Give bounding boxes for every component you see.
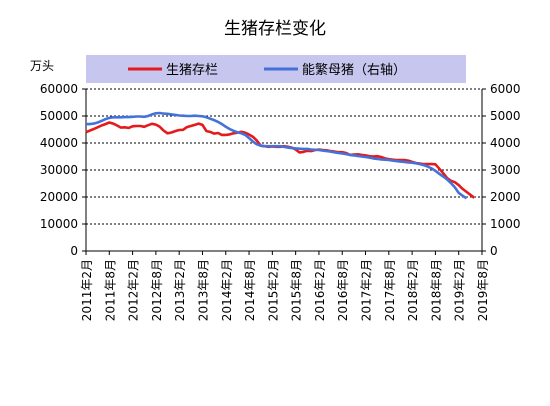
y-tick-left: 40000 [40, 136, 78, 150]
x-tick-label: 2011年2月 [80, 259, 94, 321]
y-tick-left: 30000 [40, 163, 78, 177]
y-tick-left: 20000 [40, 190, 78, 204]
x-tick-label: 2018年8月 [429, 259, 443, 321]
x-tick-label: 2013年2月 [173, 259, 187, 321]
x-tick-label: 2014年2月 [220, 259, 234, 321]
series-line-0 [85, 121, 476, 199]
x-tick-label: 2015年2月 [266, 259, 280, 321]
x-tick-label: 2018年2月 [406, 259, 420, 321]
y-tick-right: 0 [490, 244, 498, 258]
legend-label-hog: 生猪存栏 [166, 63, 218, 78]
y-tick-right: 2000 [490, 190, 521, 204]
x-tick-labels: 2011年2月 2011年8月 2012年2月 2012年8月 2013年2月 2013年… [80, 251, 490, 321]
x-tick-label: 2013年8月 [197, 259, 211, 321]
x-tick-label: 2016年2月 [313, 259, 327, 321]
y-tick-right: 1000 [490, 217, 521, 231]
y-tick-left: 60000 [40, 82, 78, 96]
y-tick-left: 10000 [40, 217, 78, 231]
x-tick-label: 2015年8月 [290, 259, 304, 321]
series-line-1 [86, 111, 468, 200]
x-tick-label: 2019年8月 [476, 259, 490, 321]
y-tick-right: 5000 [490, 109, 521, 123]
axes: 0 0 10000 1000 20000 2000 30000 3000 40000 4000 50… [40, 82, 521, 258]
y-tick-right: 6000 [490, 82, 521, 96]
x-tick-label: 2016年8月 [336, 259, 350, 321]
x-tick-label: 2011年8月 [103, 259, 117, 321]
x-tick-label: 2012年2月 [127, 259, 141, 321]
x-tick-label: 2014年8月 [243, 259, 257, 321]
y-tick-right: 4000 [490, 136, 521, 150]
y-tick-left: 50000 [40, 109, 78, 123]
x-tick-label: 2017年8月 [383, 259, 397, 321]
y-tick-right: 3000 [490, 163, 521, 177]
left-axis-unit: 万头 [30, 59, 54, 73]
legend-label-sow: 能繁母猪（右轴） [302, 62, 406, 78]
x-tick-label: 2019年2月 [453, 259, 467, 321]
gridlines [86, 88, 482, 225]
x-tick-label: 2012年8月 [150, 259, 164, 321]
chart-title: 生猪存栏变化 [224, 19, 326, 39]
series-lines [85, 111, 476, 200]
x-tick-label: 2017年2月 [360, 259, 374, 321]
y-tick-left: 0 [70, 244, 78, 258]
